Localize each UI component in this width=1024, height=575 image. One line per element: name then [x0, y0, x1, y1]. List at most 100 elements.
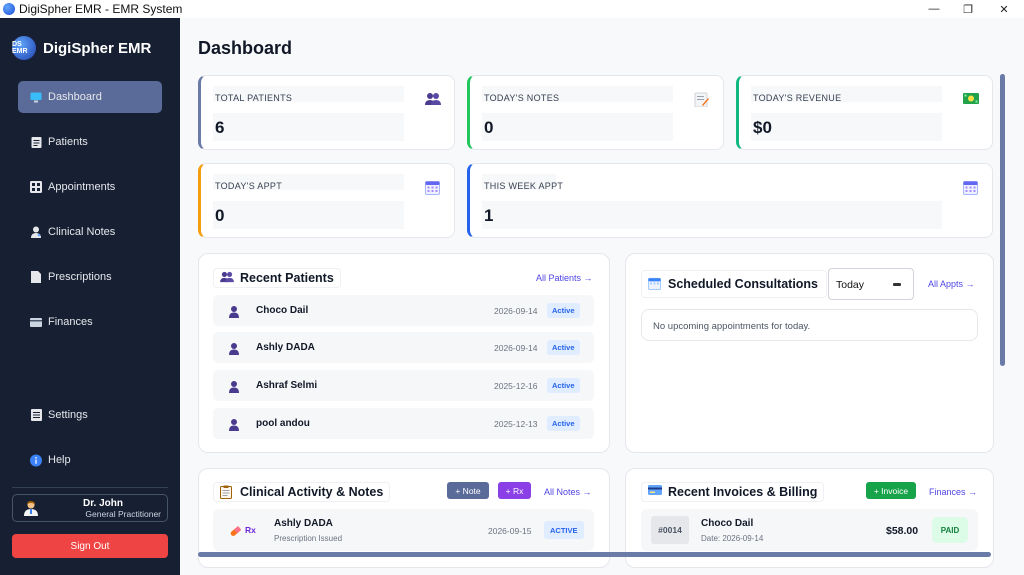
brand-name: DigiSpher EMR — [43, 39, 152, 57]
sidebar-item-finances[interactable]: Finances — [18, 306, 162, 338]
invoice-row[interactable]: #0014 Choco Dail Date: 2026-09-14 $58.00… — [641, 509, 978, 551]
sidebar: DS EMR DigiSpher EMR Dashboard Patients … — [0, 18, 180, 575]
patient-date: 2025-12-16 — [494, 381, 538, 391]
stat-card-todays-appt: TODAY'S APPT 0 — [198, 163, 455, 238]
user-name: Dr. John — [82, 498, 123, 509]
info-icon — [30, 454, 42, 466]
sidebar-item-label: Dashboard — [48, 91, 102, 103]
empty-state: No upcoming appointments for today. — [641, 309, 978, 341]
stat-value: 6 — [215, 118, 225, 137]
invoice-amount: $58.00 — [886, 525, 919, 537]
list-item[interactable]: Ashly DADA 2026-09-14 Active — [213, 332, 594, 363]
date-filter-select[interactable]: Today — [828, 268, 914, 300]
sign-out-button[interactable]: Sign Out — [12, 534, 168, 558]
sidebar-item-label: Clinical Notes — [48, 226, 116, 238]
note-tag: Rx — [245, 525, 256, 535]
user-role: General Practitioner — [85, 509, 161, 519]
invoice-patient-name: Choco Dail — [701, 518, 754, 529]
memo-icon — [694, 92, 709, 108]
status-badge: Active — [547, 303, 580, 318]
sidebar-item-label: Settings — [48, 409, 88, 421]
patient-date: 2026-09-14 — [494, 306, 538, 316]
stat-value: 1 — [484, 206, 494, 225]
sidebar-item-appointments[interactable]: Appointments — [18, 171, 162, 203]
card-icon — [648, 485, 662, 499]
add-rx-button[interactable]: + Rx — [498, 482, 531, 499]
patient-name: pool andou — [256, 418, 310, 429]
user-card[interactable]: Dr. John General Practitioner — [12, 494, 168, 522]
sidebar-item-patients[interactable]: Patients — [18, 126, 162, 158]
sidebar-item-label: Finances — [48, 316, 93, 328]
vertical-scrollbar[interactable] — [1000, 74, 1005, 366]
stat-label: TODAY'S NOTES — [484, 93, 560, 103]
recent-patients-card: Recent Patients All Patients → Choco Dai… — [198, 253, 610, 453]
brand: DS EMR DigiSpher EMR — [12, 36, 151, 60]
horizontal-scrollbar[interactable] — [198, 552, 991, 557]
calendar-icon — [648, 277, 662, 291]
stat-label: TOTAL PATIENTS — [215, 93, 293, 103]
patient-date: 2025-12-13 — [494, 419, 538, 429]
clinical-activity-header: Clinical Activity & Notes — [213, 482, 391, 502]
stat-card-this-week-appt: THIS WEEK APPT 1 — [467, 163, 993, 238]
sidebar-item-prescriptions[interactable]: Prescriptions — [18, 261, 162, 293]
clipboard-icon — [30, 136, 42, 148]
person-icon — [229, 418, 239, 431]
avatar — [23, 500, 39, 516]
list-item[interactable]: pool andou 2025-12-13 Active — [213, 408, 594, 439]
list-item[interactable]: Choco Dail 2026-09-14 Active — [213, 295, 594, 326]
card-title: Recent Invoices & Billing — [668, 485, 818, 499]
sidebar-item-label: Prescriptions — [48, 271, 112, 283]
person-icon — [229, 342, 239, 355]
stat-value: 0 — [484, 118, 494, 137]
stat-label: TODAY'S APPT — [215, 181, 283, 191]
add-note-button[interactable]: + Note — [447, 482, 489, 499]
all-patients-link[interactable]: All Patients → — [536, 273, 593, 283]
finances-link[interactable]: Finances → — [929, 487, 978, 497]
invoice-date: Date: 2026-09-14 — [701, 534, 764, 543]
card-icon — [30, 316, 42, 328]
sidebar-item-label: Patients — [48, 136, 88, 148]
window-titlebar: DigiSpher EMR - EMR System — ❐ ✕ — [0, 0, 1024, 18]
page-title: Dashboard — [198, 38, 293, 58]
grid-icon — [30, 181, 42, 193]
all-notes-link[interactable]: All Notes → — [544, 487, 592, 497]
stat-label: THIS WEEK APPT — [484, 181, 564, 191]
maximize-button[interactable]: ❐ — [963, 3, 973, 16]
patient-name: Ashraf Selmi — [256, 380, 318, 391]
sidebar-item-label: Appointments — [48, 181, 116, 193]
all-appts-link[interactable]: All Appts → — [928, 279, 975, 289]
stat-value: $0 — [753, 118, 772, 137]
list-item[interactable]: Ashraf Selmi 2025-12-16 Active — [213, 370, 594, 401]
patient-name: Choco Dail — [256, 305, 309, 316]
card-title: Clinical Activity & Notes — [240, 485, 384, 499]
sidebar-item-settings[interactable]: Settings — [18, 399, 162, 431]
stat-label: TODAY'S REVENUE — [753, 93, 842, 103]
minimize-button[interactable]: — — [928, 3, 940, 15]
card-title: Scheduled Consultations — [668, 277, 819, 291]
stat-card-total-patients: TOTAL PATIENTS 6 — [198, 75, 455, 150]
list-icon — [30, 409, 42, 421]
add-invoice-button[interactable]: + Invoice — [866, 482, 916, 499]
invoices-header: Recent Invoices & Billing — [641, 482, 825, 502]
patient-name: Ashly DADA — [256, 342, 315, 353]
stat-card-todays-notes: TODAY'S NOTES 0 — [467, 75, 724, 150]
close-button[interactable]: ✕ — [999, 3, 1009, 16]
sidebar-divider — [12, 487, 168, 488]
page-icon — [30, 271, 42, 283]
recent-patients-header: Recent Patients — [213, 268, 341, 288]
card-title: Recent Patients — [240, 271, 334, 285]
pill-icon — [230, 524, 242, 536]
status-badge: ACTIVE — [544, 521, 584, 539]
dropdown-icon — [893, 283, 901, 286]
app-icon — [3, 3, 15, 15]
sidebar-item-clinical-notes[interactable]: Clinical Notes — [18, 216, 162, 248]
clipboard-icon — [220, 485, 234, 499]
consultations-header: Scheduled Consultations — [641, 270, 828, 298]
note-patient-name: Ashly DADA — [274, 518, 333, 529]
money-icon — [963, 92, 979, 107]
sidebar-item-help[interactable]: Help — [18, 444, 162, 476]
sidebar-item-dashboard[interactable]: Dashboard — [18, 81, 162, 113]
calendar-icon — [963, 180, 978, 195]
sidebar-item-label: Help — [48, 454, 71, 466]
note-row[interactable]: Rx Ashly DADA Prescription Issued 2026-0… — [213, 509, 594, 551]
